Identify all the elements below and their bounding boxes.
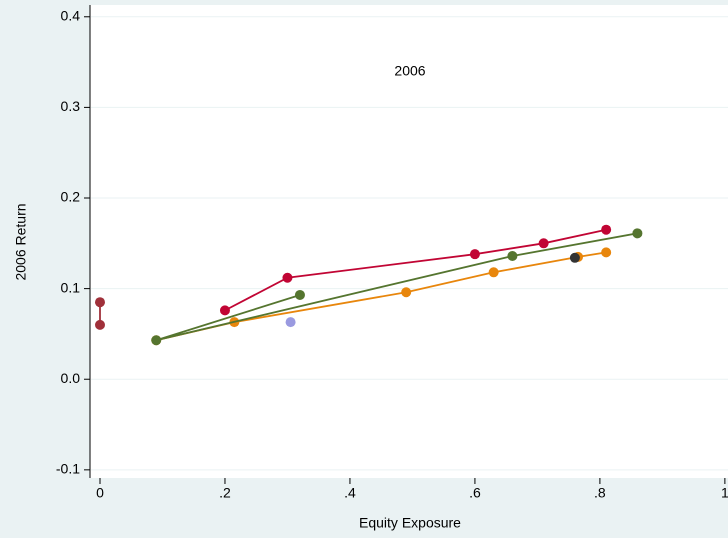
x-tick-label: 0 [96,485,104,501]
x-tick-label: .4 [344,485,356,501]
annotation: 2006 [394,63,425,79]
data-point [601,224,612,235]
data-point [219,305,230,316]
data-point [285,317,296,328]
y-axis-label: 2006 Return [13,203,29,280]
data-point [632,228,643,239]
y-tick-label: 0.4 [61,7,81,23]
data-point [94,297,105,308]
data-point [507,250,518,261]
y-tick-label: 0.1 [61,279,81,295]
data-point [401,287,412,298]
x-tick-label: .2 [219,485,231,501]
series-line [155,232,638,342]
x-tick-label: .6 [469,485,481,501]
y-tick-label: -0.1 [56,461,80,477]
y-tick-label: 0.3 [61,98,81,114]
plot-area [90,5,728,478]
data-point [94,319,105,330]
data-point [569,252,580,263]
data-point [488,267,499,278]
data-point [294,289,305,300]
y-tick-label: 0.0 [61,370,81,386]
data-point [538,238,549,249]
data-point [151,335,162,346]
x-tick-label: 1 [721,485,728,501]
data-point [469,249,480,260]
y-tick-label: 0.2 [61,189,81,205]
data-point [601,247,612,258]
data-point [282,272,293,283]
x-axis-label: Equity Exposure [359,515,461,531]
x-tick-label: .8 [594,485,606,501]
